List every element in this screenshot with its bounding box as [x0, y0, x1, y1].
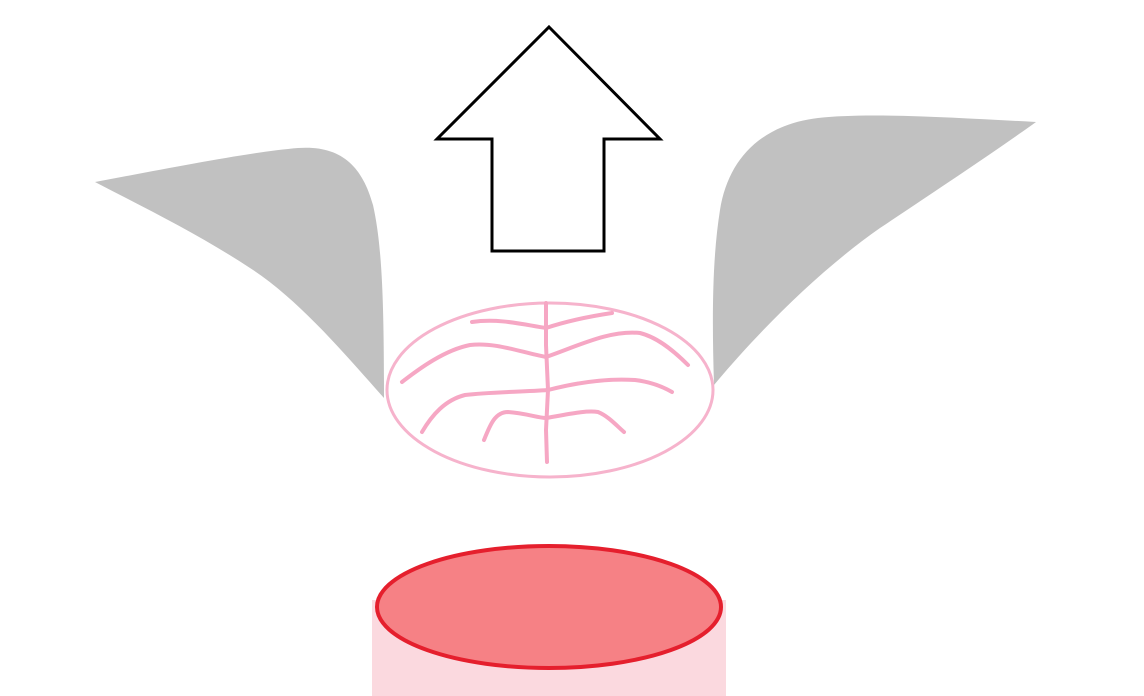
base-top — [375, 544, 723, 670]
vein-upper-right — [544, 311, 614, 330]
tissue-disc — [385, 301, 715, 479]
vein-upper-left — [470, 318, 548, 330]
vein-mid-left — [400, 342, 548, 384]
red-cylinder-base — [372, 544, 726, 696]
vein-lower-right — [546, 377, 674, 394]
vein-bottom-left — [482, 410, 548, 442]
tissue-veins — [400, 301, 690, 464]
vein-mid-right — [544, 330, 690, 367]
vein-lower-left — [420, 388, 550, 434]
left-flap — [95, 147, 384, 398]
right-flap — [712, 115, 1036, 385]
vein-bottom-right — [544, 409, 626, 434]
arrow-up-icon — [433, 24, 664, 253]
